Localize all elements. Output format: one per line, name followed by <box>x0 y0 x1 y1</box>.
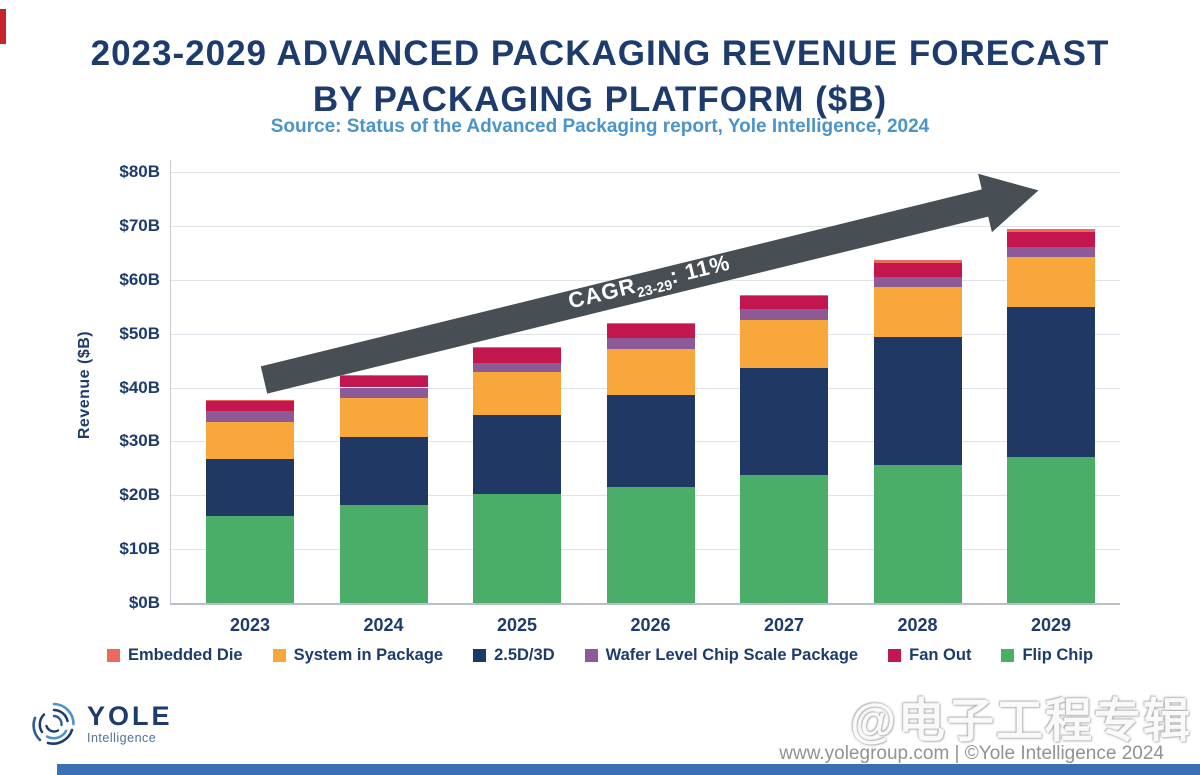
source-subtitle: Source: Status of the Advanced Packaging… <box>270 116 930 137</box>
bar-segment-embedded-die-2027 <box>740 294 828 296</box>
legend-item-2-5d-3d: 2.5D/3D <box>473 646 555 665</box>
x-tick-label-2026: 2026 <box>630 615 671 635</box>
y-tick-label: $0B <box>128 593 160 612</box>
bar-segment-flip-chip-2023 <box>206 516 294 603</box>
legend-swatch-wafer-level-chip-scale-package <box>584 649 598 662</box>
bar-segment-embedded-die-2028 <box>873 259 962 263</box>
legend-item-system-in-package: System in Package <box>272 646 444 665</box>
bar-segment-fan-out-2029 <box>1007 231 1095 247</box>
y-tick-label: $70B <box>119 215 160 235</box>
x-tick-label-2025: 2025 <box>496 615 538 635</box>
bar-segment-wafer-level-chip-scale-package-2029 <box>1007 246 1095 258</box>
bar-segment-fan-out-2026 <box>606 324 695 339</box>
bar-segment-system-in-package-2029 <box>1007 257 1095 308</box>
bar-segment-2-5d-3d-2029 <box>1007 307 1095 457</box>
cagr-subscript: 23-29 <box>635 276 674 301</box>
bar-segment-embedded-die-2023 <box>206 400 294 401</box>
x-tick-label-2028: 2028 <box>897 615 938 635</box>
y-axis-line <box>170 160 171 603</box>
bar-segment-2-5d-3d-2023 <box>206 459 294 517</box>
bar-segment-2-5d-3d-2026 <box>606 395 695 487</box>
legend-item-flip-chip: Flip Chip <box>1001 646 1093 665</box>
bar-segment-flip-chip-2026 <box>606 486 695 603</box>
y-tick-label: $50B <box>119 323 160 343</box>
bar-segment-flip-chip-2028 <box>873 465 962 603</box>
x-tick-label-2023: 2023 <box>229 615 271 635</box>
bar-segment-wafer-level-chip-scale-package-2028 <box>873 277 962 287</box>
legend-label-embedded-die: Embedded Die <box>127 646 243 664</box>
legend-swatch-fan-out <box>888 649 902 662</box>
bar-segment-embedded-die-2025 <box>473 347 561 348</box>
bar-segment-system-in-package-2023 <box>206 421 294 460</box>
x-tick-label-2024: 2024 <box>363 615 404 635</box>
bar-segment-flip-chip-2027 <box>740 475 828 603</box>
x-tick-label-2027: 2027 <box>763 615 805 635</box>
bar-segment-wafer-level-chip-scale-package-2023 <box>206 411 294 422</box>
bar-segment-system-in-package-2025 <box>473 371 561 415</box>
bar-segment-2-5d-3d-2024 <box>339 436 428 505</box>
legend-label-system-in-package: System in Package <box>293 646 444 664</box>
y-tick-label: $20B <box>119 485 160 505</box>
bar-segment-system-in-package-2024 <box>339 397 428 437</box>
legend-swatch-flip-chip <box>1001 649 1015 662</box>
legend-label-2-5d-3d: 2.5D/3D <box>494 646 555 664</box>
yole-logo: YOLE Intelligence <box>30 700 173 748</box>
page-title-line2: BY PACKAGING PLATFORM ($B) <box>312 80 888 119</box>
watermark-text: @电子工程专辑 <box>850 694 1192 747</box>
legend-item-fan-out: Fan Out <box>888 646 971 665</box>
bar-segment-embedded-die-2024 <box>339 374 428 376</box>
legend-label-fan-out: Fan Out <box>909 646 972 664</box>
bar-segment-embedded-die-2029 <box>1007 228 1095 232</box>
gridline-80 <box>170 172 1120 173</box>
yole-logo-icon <box>32 702 75 745</box>
legend-swatch-2-5d-3d <box>473 649 487 662</box>
bar-segment-2-5d-3d-2027 <box>740 368 828 476</box>
legend-swatch-embedded-die <box>106 649 120 662</box>
left-edge-red-mark <box>0 9 6 44</box>
gridline-70 <box>170 225 1120 227</box>
legend: Embedded Die System in Package 2.5D/3D Wafe… <box>0 646 1200 665</box>
legend-label-wafer-level-chip-scale-package: Wafer Level Chip Scale Package <box>605 646 859 664</box>
bar-segment-wafer-level-chip-scale-package-2024 <box>339 387 428 398</box>
logo-subname: Intelligence <box>87 731 157 746</box>
bar-segment-fan-out-2027 <box>740 295 828 310</box>
y-tick-label: $80B <box>119 162 160 181</box>
page-title-line1: 2023-2029 ADVANCED PACKAGING REVENUE FOR… <box>90 34 1110 73</box>
y-tick-label: $30B <box>119 431 160 451</box>
bar-segment-fan-out-2028 <box>873 262 962 278</box>
bar-segment-fan-out-2025 <box>473 347 561 363</box>
bar-segment-flip-chip-2024 <box>339 504 428 603</box>
copyright-credit: www.yolegroup.com | ©Yole Intelligence 2… <box>779 743 1164 764</box>
bar-segment-flip-chip-2029 <box>1007 456 1095 603</box>
legend-item-wafer-level-chip-scale-package: Wafer Level Chip Scale Package <box>584 646 859 665</box>
bar-segment-system-in-package-2026 <box>606 348 695 396</box>
bar-segment-system-in-package-2028 <box>873 286 962 337</box>
y-tick-label: $60B <box>119 269 160 289</box>
logo-name: YOLE <box>87 701 173 732</box>
footer-blue-bar <box>57 764 1200 775</box>
bar-segment-flip-chip-2025 <box>473 493 561 603</box>
bar-segment-fan-out-2023 <box>206 400 294 412</box>
x-tick-label-2029: 2029 <box>1030 615 1072 635</box>
bar-segment-system-in-package-2027 <box>740 320 828 369</box>
y-tick-label: $10B <box>119 539 160 559</box>
legend-item-embedded-die: Embedded Die <box>106 646 243 665</box>
legend-label-flip-chip: Flip Chip <box>1022 646 1094 664</box>
bar-segment-wafer-level-chip-scale-package-2027 <box>740 309 828 321</box>
y-tick-label: $40B <box>119 377 160 397</box>
bar-segment-fan-out-2024 <box>339 375 428 388</box>
bar-segment-2-5d-3d-2028 <box>873 336 962 466</box>
gridline-0 <box>170 603 1120 605</box>
bar-segment-wafer-level-chip-scale-package-2026 <box>606 338 695 349</box>
bar-segment-2-5d-3d-2025 <box>473 414 561 494</box>
bar-segment-wafer-level-chip-scale-package-2025 <box>473 362 561 372</box>
bar-segment-embedded-die-2026 <box>606 323 695 325</box>
legend-swatch-system-in-package <box>272 649 286 662</box>
